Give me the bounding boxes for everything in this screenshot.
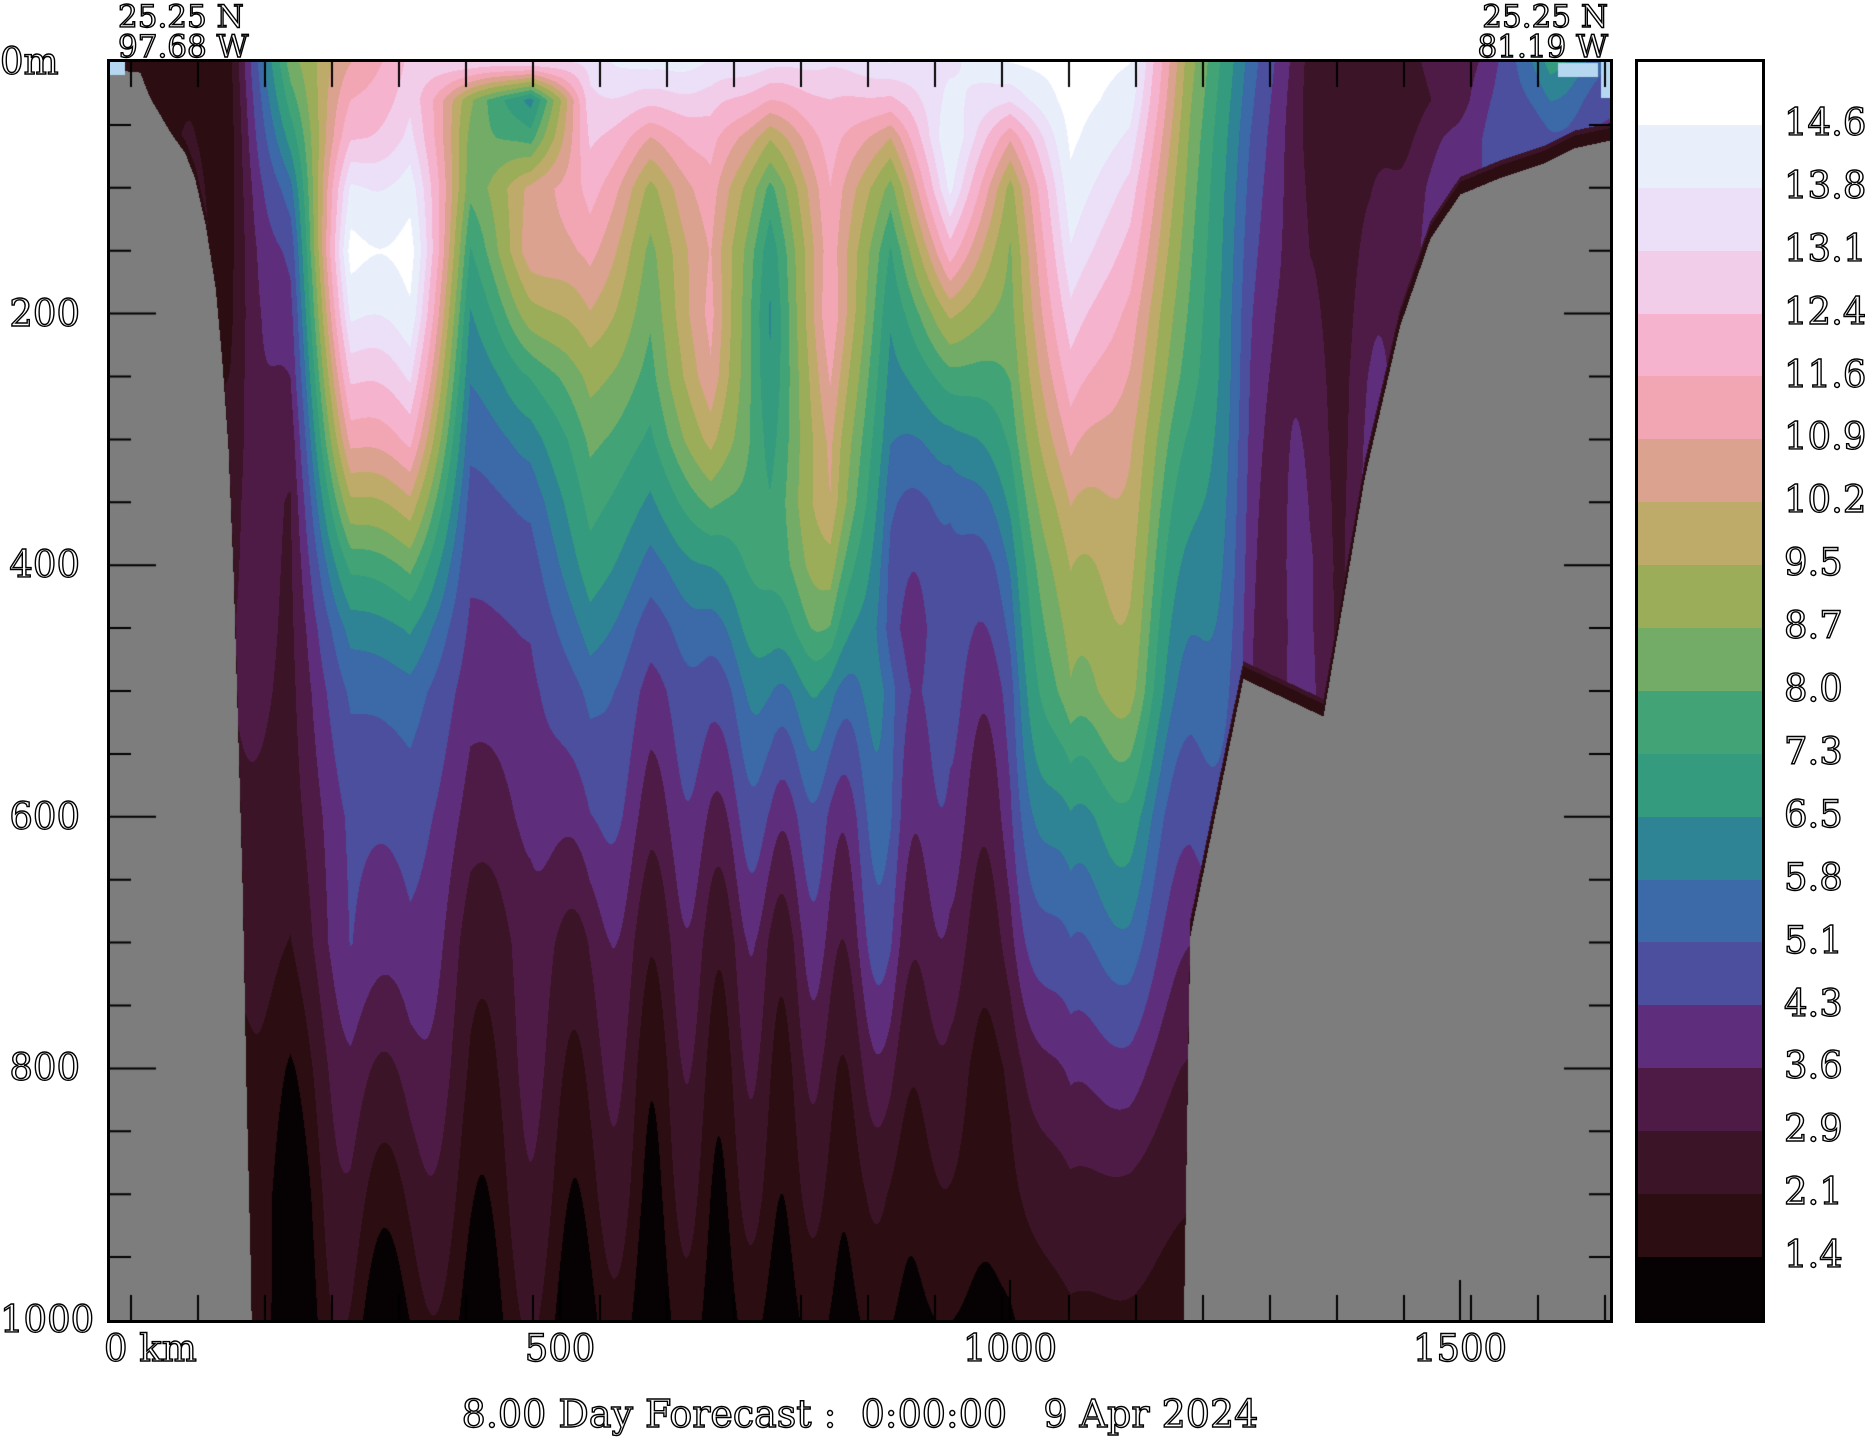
colorbar-band (1638, 1131, 1762, 1195)
colorbar-tick-label: 5.1 (1783, 918, 1843, 962)
colorbar-tick-label: 3.6 (1783, 1044, 1843, 1088)
colorbar-band (1638, 1068, 1762, 1132)
end-longitude: 81.19 W (1477, 29, 1609, 65)
depth-tick-label-1000: 1000 (0, 1297, 95, 1341)
colorbar-tick-label: 7.3 (1783, 729, 1843, 773)
colorbar-tick-label: 10.9 (1783, 415, 1865, 459)
colorbar-tick-label: 13.8 (1783, 163, 1865, 207)
depth-tick-label-200: 200 (9, 291, 81, 335)
colorbar-tick-label: 11.6 (1783, 352, 1865, 396)
end-latitude: 25.25 N (1482, 0, 1609, 35)
colorbar-band (1638, 250, 1762, 314)
colorbar-band (1638, 753, 1762, 817)
colorbar-band (1638, 1256, 1762, 1320)
colorbar-band (1638, 62, 1762, 125)
colorbar-band (1638, 879, 1762, 943)
colorbar-band (1638, 1194, 1762, 1257)
depth-tick-label-600: 600 (9, 794, 81, 838)
colorbar-tick-label: 14.6 (1783, 100, 1865, 144)
section-end-coordinates: 25.25 N 81.19 W (1330, 0, 1609, 65)
colorbar-band (1638, 439, 1762, 503)
colorbar-band (1638, 1005, 1762, 1069)
colorbar-band (1638, 376, 1762, 440)
colorbar-band (1638, 816, 1762, 880)
contour-field-canvas (110, 62, 1610, 1320)
colorbar-band (1638, 628, 1762, 691)
colorbar-tick-label: 13.1 (1783, 226, 1865, 270)
section-start-coordinates: 25.25 N 97.68 W (117, 0, 249, 65)
colorbar-tick-label: 8.7 (1783, 603, 1843, 648)
distance-tick-label-1000: 1000 (962, 1326, 1058, 1370)
colorbar (1635, 59, 1765, 1323)
start-longitude: 97.68 W (117, 29, 249, 65)
distance-tick-label-0km: 0 km (103, 1326, 197, 1370)
colorbar-tick-label: 2.1 (1783, 1169, 1843, 1214)
colorbar-band (1638, 690, 1762, 754)
colorbar-tick-label: 8.0 (1783, 666, 1843, 710)
colorbar-tick-label: 12.4 (1783, 289, 1865, 333)
colorbar-band (1638, 124, 1762, 188)
depth-tick-label-800: 800 (9, 1045, 81, 1089)
distance-tick-label-1500: 1500 (1412, 1326, 1508, 1370)
depth-axis-label-0m: 0m (0, 39, 59, 83)
colorbar-tick-label: 2.9 (1783, 1107, 1843, 1151)
colorbar-band (1638, 942, 1762, 1006)
contour-section-plot (110, 62, 1610, 1320)
forecast-caption: 8.00 Day Forecast : 0:00:00 9 Apr 2024 (461, 1391, 1259, 1436)
distance-tick-label-500: 500 (524, 1326, 596, 1370)
depth-tick-label-400: 400 (9, 542, 81, 586)
colorbar-band (1638, 502, 1762, 566)
colorbar-tick-label: 10.2 (1783, 478, 1865, 522)
colorbar-tick-label: 6.5 (1783, 792, 1843, 836)
colorbar-tick-label: 5.8 (1783, 855, 1843, 899)
colorbar-band (1638, 313, 1762, 377)
colorbar-tick-label: 9.5 (1783, 540, 1843, 585)
colorbar-band (1638, 565, 1762, 629)
colorbar-band (1638, 187, 1762, 251)
colorbar-tick-label: 4.3 (1783, 981, 1843, 1025)
colorbar-tick-label: 1.4 (1783, 1232, 1843, 1277)
start-latitude: 25.25 N (117, 0, 244, 35)
